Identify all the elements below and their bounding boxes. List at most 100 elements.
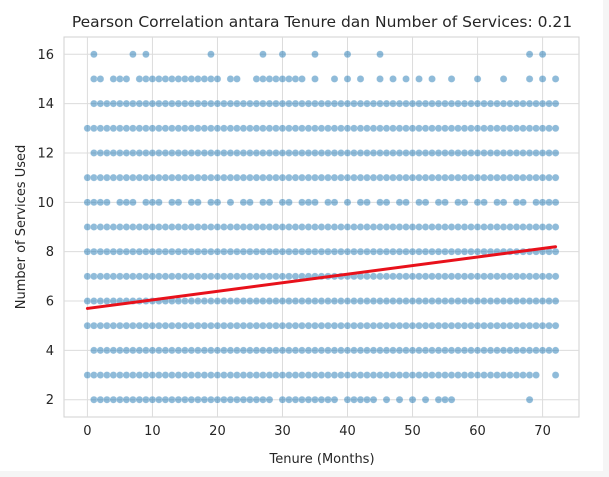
data-point bbox=[272, 321, 280, 330]
data-point bbox=[343, 395, 352, 404]
data-point bbox=[486, 124, 495, 133]
data-point bbox=[402, 198, 410, 207]
data-point bbox=[499, 272, 508, 281]
data-point bbox=[213, 124, 222, 133]
data-point bbox=[441, 223, 449, 231]
data-point bbox=[532, 321, 540, 330]
data-point bbox=[285, 173, 293, 182]
data-point bbox=[473, 124, 482, 133]
data-point bbox=[460, 247, 469, 256]
data-point bbox=[499, 99, 508, 108]
data-point bbox=[506, 124, 514, 133]
y-axis-label: Number of Services Used bbox=[14, 145, 29, 310]
data-point bbox=[142, 149, 150, 157]
data-point bbox=[278, 272, 287, 281]
data-point bbox=[454, 272, 462, 281]
data-point bbox=[538, 346, 547, 355]
data-point bbox=[291, 99, 300, 108]
data-point bbox=[486, 321, 495, 330]
data-point bbox=[142, 223, 150, 231]
data-point bbox=[421, 173, 430, 182]
data-point bbox=[122, 75, 131, 83]
data-point bbox=[161, 272, 170, 281]
data-point bbox=[259, 124, 267, 133]
data-point bbox=[174, 75, 183, 83]
data-point bbox=[168, 371, 176, 379]
data-point bbox=[519, 321, 527, 330]
data-point bbox=[499, 297, 508, 305]
data-point bbox=[356, 371, 365, 379]
data-point bbox=[447, 395, 456, 404]
data-point bbox=[96, 247, 105, 256]
data-point bbox=[272, 149, 280, 157]
data-point bbox=[135, 149, 144, 157]
data-point bbox=[194, 297, 202, 305]
data-point bbox=[194, 272, 202, 281]
data-point bbox=[122, 124, 131, 133]
data-point bbox=[369, 149, 378, 157]
data-point bbox=[525, 75, 534, 83]
data-point bbox=[109, 272, 118, 281]
data-point bbox=[382, 272, 391, 281]
data-point bbox=[330, 395, 339, 404]
data-point bbox=[311, 124, 319, 133]
data-point bbox=[96, 297, 105, 305]
data-point bbox=[337, 99, 345, 108]
data-point bbox=[90, 346, 98, 355]
data-point bbox=[395, 124, 404, 133]
data-point bbox=[259, 321, 267, 330]
data-point bbox=[187, 173, 196, 182]
data-point bbox=[109, 395, 118, 404]
data-point bbox=[291, 75, 300, 83]
data-point bbox=[408, 272, 417, 281]
data-point bbox=[473, 75, 482, 83]
data-point bbox=[83, 272, 92, 281]
data-point bbox=[83, 124, 92, 133]
data-point bbox=[434, 124, 443, 133]
data-point bbox=[194, 223, 202, 231]
data-point bbox=[382, 346, 391, 355]
data-point bbox=[239, 149, 248, 157]
data-point bbox=[421, 124, 430, 133]
data-point bbox=[343, 371, 352, 379]
data-point bbox=[343, 173, 352, 182]
data-point bbox=[415, 149, 423, 157]
data-point bbox=[538, 223, 547, 231]
data-point bbox=[194, 173, 202, 182]
data-point bbox=[343, 50, 352, 59]
data-point bbox=[421, 346, 430, 355]
data-point bbox=[350, 149, 358, 157]
data-point bbox=[122, 395, 131, 404]
data-point bbox=[454, 346, 462, 355]
data-point bbox=[317, 247, 326, 256]
data-point bbox=[252, 75, 261, 83]
data-point bbox=[551, 75, 560, 83]
data-point bbox=[467, 272, 475, 281]
data-point bbox=[148, 272, 157, 281]
data-point bbox=[142, 50, 150, 59]
data-point bbox=[441, 321, 449, 330]
data-point bbox=[480, 371, 488, 379]
data-point bbox=[181, 272, 189, 281]
data-point bbox=[168, 75, 176, 83]
data-point bbox=[181, 124, 189, 133]
data-point bbox=[187, 297, 196, 305]
data-point bbox=[460, 198, 469, 207]
data-point bbox=[272, 124, 280, 133]
data-point bbox=[408, 371, 417, 379]
data-point bbox=[499, 149, 508, 157]
data-point bbox=[122, 149, 131, 157]
data-point bbox=[213, 173, 222, 182]
data-point bbox=[181, 223, 189, 231]
data-point bbox=[460, 99, 469, 108]
data-point bbox=[493, 223, 501, 231]
data-point bbox=[337, 321, 345, 330]
data-point bbox=[441, 346, 449, 355]
data-point bbox=[122, 198, 131, 207]
data-point bbox=[356, 198, 365, 207]
data-point bbox=[415, 297, 423, 305]
data-point bbox=[337, 371, 345, 379]
scatter-chart: 0 10 20 30 40 50 60 70 2 4 6 8 10 12 14 16 Pearson Cor… bbox=[14, 13, 580, 467]
data-point bbox=[395, 297, 404, 305]
data-point bbox=[207, 321, 215, 330]
